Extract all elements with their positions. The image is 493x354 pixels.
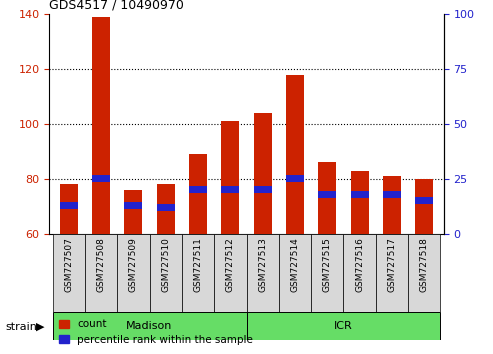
Bar — [92, 175, 110, 182]
Bar — [416, 179, 433, 234]
Bar — [117, 234, 149, 312]
Bar — [157, 204, 175, 211]
Text: GSM727511: GSM727511 — [194, 238, 203, 292]
Bar — [376, 234, 408, 312]
Bar — [60, 202, 77, 209]
Text: GDS4517 / 10490970: GDS4517 / 10490970 — [49, 0, 184, 12]
Text: GSM727508: GSM727508 — [97, 238, 106, 292]
Bar — [279, 234, 311, 312]
Text: GSM727516: GSM727516 — [355, 238, 364, 292]
Bar — [189, 154, 207, 234]
Bar — [246, 234, 279, 312]
Bar — [351, 171, 369, 234]
Bar — [157, 184, 175, 234]
Bar — [182, 234, 214, 312]
Bar — [344, 234, 376, 312]
Text: GSM727512: GSM727512 — [226, 238, 235, 292]
Text: GSM727515: GSM727515 — [323, 238, 332, 292]
Bar — [124, 190, 142, 234]
Text: GSM727514: GSM727514 — [290, 238, 299, 292]
Bar — [53, 234, 85, 312]
Bar — [416, 197, 433, 204]
Bar — [85, 234, 117, 312]
Bar — [318, 162, 336, 234]
Text: ▶: ▶ — [36, 322, 44, 332]
Bar — [92, 17, 110, 234]
Text: GSM727517: GSM727517 — [387, 238, 396, 292]
Text: GSM727509: GSM727509 — [129, 238, 138, 292]
Text: GSM727513: GSM727513 — [258, 238, 267, 292]
Text: GSM727518: GSM727518 — [420, 238, 429, 292]
Bar — [53, 312, 246, 340]
Text: Madison: Madison — [126, 321, 173, 331]
Bar — [254, 186, 272, 193]
Bar — [286, 175, 304, 182]
Bar — [318, 191, 336, 198]
Bar — [214, 234, 246, 312]
Bar — [221, 186, 239, 193]
Bar — [383, 176, 401, 234]
Bar — [189, 186, 207, 193]
Legend: count, percentile rank within the sample: count, percentile rank within the sample — [55, 315, 257, 349]
Bar — [124, 202, 142, 209]
Bar — [60, 184, 77, 234]
Bar — [383, 191, 401, 198]
Bar — [286, 75, 304, 234]
Text: strain: strain — [5, 322, 37, 332]
Text: GSM727507: GSM727507 — [64, 238, 73, 292]
Text: GSM727510: GSM727510 — [161, 238, 170, 292]
Bar — [311, 234, 344, 312]
Bar — [254, 113, 272, 234]
Text: ICR: ICR — [334, 321, 353, 331]
Bar — [221, 121, 239, 234]
Bar — [408, 234, 440, 312]
Bar — [351, 191, 369, 198]
Bar — [246, 312, 440, 340]
Bar — [149, 234, 182, 312]
